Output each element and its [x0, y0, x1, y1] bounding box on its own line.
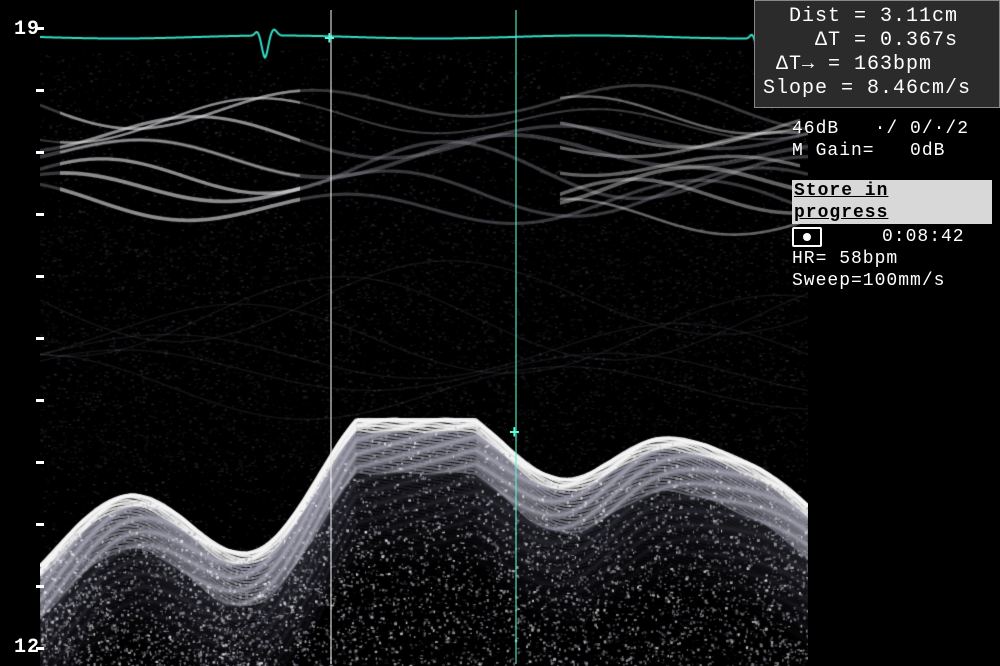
record-icon [792, 227, 822, 247]
dtbpm-value: 163bpm [854, 53, 932, 76]
hr-readout: HR= 58bpm [792, 248, 992, 270]
measure-slope: Slope = 8.46cm/s [763, 77, 991, 101]
depth-tick [36, 647, 44, 650]
record-row: 0:08:42 [792, 226, 992, 248]
measure-dtbpm: ΔT→ = 163bpm [763, 53, 991, 77]
slope-value: 8.46cm/s [867, 77, 971, 100]
slope-label: Slope [763, 77, 828, 100]
mgain-readout: M Gain= 0dB [792, 140, 992, 162]
mmode-scan-area[interactable] [40, 0, 808, 666]
caliper-line-1[interactable] [330, 10, 332, 664]
depth-tick [36, 89, 44, 92]
measurement-panel: Dist = 3.11cm ΔT = 0.367s ΔT→ = 163bpm S… [754, 0, 1000, 108]
record-time: 0:08:42 [882, 226, 965, 248]
info-panel: 46dB ·/ 0/·/2 M Gain= 0dB Store in progr… [792, 118, 992, 292]
dt-label: ΔT [815, 29, 841, 52]
depth-tick [36, 151, 44, 154]
dist-label: Dist [789, 5, 841, 28]
depth-tick [36, 337, 44, 340]
depth-tick [36, 213, 44, 216]
depth-tick [36, 461, 44, 464]
store-status: Store in progress [792, 180, 992, 224]
depth-tick [36, 275, 44, 278]
depth-tick [36, 585, 44, 588]
sweep-readout: Sweep=100mm/s [792, 270, 992, 292]
measure-dist: Dist = 3.11cm [763, 5, 991, 29]
depth-tick [36, 27, 44, 30]
mmode-canvas [40, 0, 808, 666]
gain-readout: 46dB ·/ 0/·/2 [792, 118, 992, 140]
dist-value: 3.11cm [880, 5, 958, 28]
caliper-line-2[interactable] [515, 10, 517, 664]
dt-value: 0.367s [880, 29, 958, 52]
dtbpm-label: ΔT→ [776, 53, 815, 76]
depth-tick [36, 523, 44, 526]
measure-dt: ΔT = 0.367s [763, 29, 991, 53]
depth-tick [36, 399, 44, 402]
